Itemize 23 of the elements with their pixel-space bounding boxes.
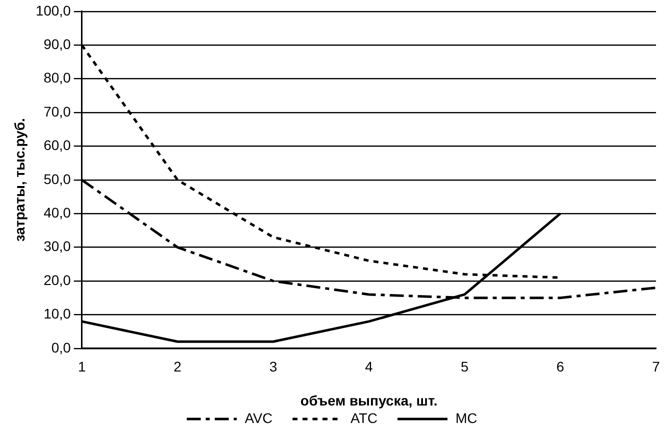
y-tick-label: 80,0: [44, 70, 72, 86]
y-axis-title: затраты, тыс.руб.: [11, 118, 28, 242]
x-tick-label: 2: [174, 358, 182, 375]
x-axis-title: объем выпуска, шт.: [300, 392, 438, 408]
legend-label: AVC: [244, 410, 273, 426]
x-tick-label: 6: [556, 358, 564, 375]
x-tick-label: 1: [78, 358, 86, 375]
x-tick-label: 3: [269, 358, 278, 375]
y-tick-label: 60,0: [44, 137, 72, 154]
y-tick-label: 50,0: [44, 170, 72, 187]
y-tick-label: 40,0: [44, 204, 72, 220]
x-tick-label: 5: [460, 358, 469, 375]
y-tick-label: 100,0: [36, 2, 72, 18]
y-tick-label: 90,0: [44, 36, 72, 52]
y-tick-label: 20,0: [44, 272, 72, 288]
legend-label: MC: [455, 410, 478, 426]
y-tick-label: 70,0: [44, 103, 72, 120]
x-tick-label: 4: [365, 358, 374, 375]
legend-label: ATC: [350, 410, 378, 426]
y-tick-label: 0,0: [51, 339, 72, 356]
y-tick-label: 10,0: [44, 306, 72, 322]
x-tick-label: 7: [652, 358, 660, 375]
y-tick-label: 30,0: [44, 238, 72, 254]
